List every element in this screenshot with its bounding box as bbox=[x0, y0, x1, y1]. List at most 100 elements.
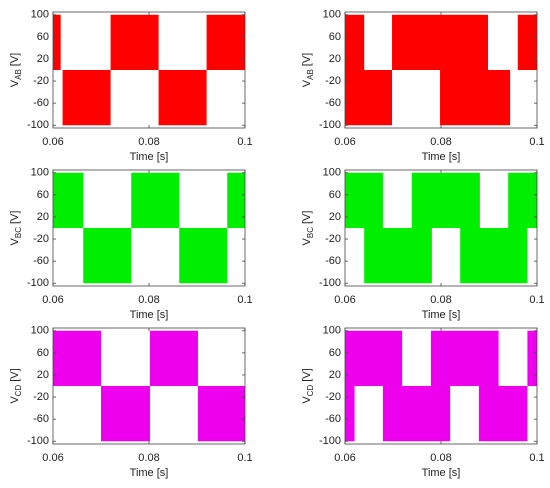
x-tick-label: 0.06 bbox=[42, 452, 63, 464]
x-tick-label: 0.08 bbox=[138, 136, 159, 148]
y-label-unit: [V] bbox=[9, 53, 21, 66]
y-label-subscript: AB bbox=[306, 69, 315, 80]
y-label-symbol: V bbox=[301, 396, 313, 404]
pulse bbox=[460, 228, 528, 284]
y-tick-label: 60 bbox=[37, 347, 49, 359]
x-tick-label: 0.08 bbox=[430, 294, 451, 306]
x-tick-label: 0.06 bbox=[334, 452, 355, 464]
y-label-unit: [V] bbox=[301, 211, 313, 224]
subplot: -100 -60 -20 20 60 100 0.06 0.08 0.1 Time [s] VBC [… bbox=[9, 167, 253, 321]
x-tick-label: 0.06 bbox=[42, 294, 63, 306]
y-label-symbol: V bbox=[301, 237, 313, 245]
y-tick-label: -20 bbox=[33, 75, 49, 87]
x-axis-label: Time [s] bbox=[130, 309, 169, 321]
pulse bbox=[364, 228, 432, 284]
y-label-subscript: BC bbox=[306, 227, 315, 238]
pulse bbox=[62, 70, 111, 126]
pulse bbox=[382, 386, 451, 442]
x-tick-label: 0.08 bbox=[430, 452, 451, 464]
y-tick-label: 100 bbox=[323, 9, 341, 21]
y-tick-label: -60 bbox=[33, 255, 49, 267]
y-tick-label: -100 bbox=[27, 277, 49, 289]
x-axis-label: Time [s] bbox=[130, 467, 169, 479]
y-label-subscript: BC bbox=[14, 227, 23, 238]
x-tick-label: 0.1 bbox=[237, 452, 252, 464]
pulse bbox=[206, 14, 245, 70]
pulse bbox=[392, 14, 489, 70]
x-tick-label: 0.1 bbox=[237, 294, 252, 306]
y-tick-label: 100 bbox=[31, 9, 49, 21]
y-tick-label: 20 bbox=[329, 53, 341, 65]
y-tick-label: 20 bbox=[37, 53, 49, 65]
pulse bbox=[179, 228, 228, 284]
y-tick-label: 60 bbox=[329, 347, 341, 359]
x-tick-label: 0.1 bbox=[529, 136, 544, 148]
y-tick-label: -60 bbox=[325, 413, 341, 425]
y-tick-label: -20 bbox=[325, 391, 341, 403]
y-tick-label: 60 bbox=[37, 189, 49, 201]
y-label-subscript: CD bbox=[14, 385, 23, 397]
x-tick-label: 0.08 bbox=[138, 452, 159, 464]
pulse bbox=[517, 14, 537, 70]
y-label-unit: [V] bbox=[301, 53, 313, 66]
y-label-symbol: V bbox=[301, 79, 313, 87]
y-label-subscript: AB bbox=[14, 69, 23, 80]
subplot: -100 -60 -20 20 60 100 0.06 0.08 0.1 Time [s] VBC [… bbox=[301, 167, 545, 321]
pulse bbox=[345, 386, 355, 442]
y-tick-label: -100 bbox=[27, 435, 49, 447]
pulse bbox=[478, 386, 528, 442]
y-tick-label: -20 bbox=[325, 75, 341, 87]
subplot: -100 -60 -20 20 60 100 0.06 0.08 0.1 Time [s] VCD [… bbox=[301, 325, 545, 479]
x-axis-label: Time [s] bbox=[422, 467, 461, 479]
y-label-unit: [V] bbox=[9, 368, 21, 381]
y-axis-label: VCD [V] bbox=[301, 368, 315, 403]
x-tick-label: 0.06 bbox=[334, 136, 355, 148]
pulse bbox=[227, 172, 245, 228]
y-tick-label: 20 bbox=[37, 369, 49, 381]
y-label-symbol: V bbox=[9, 396, 21, 404]
y-tick-label: 20 bbox=[329, 211, 341, 223]
y-tick-label: 100 bbox=[31, 325, 49, 337]
y-axis-label: VAB [V] bbox=[9, 53, 23, 87]
y-tick-label: 100 bbox=[323, 167, 341, 179]
y-tick-label: -60 bbox=[325, 255, 341, 267]
y-axis-label: VBC [V] bbox=[301, 211, 315, 246]
y-tick-label: -60 bbox=[325, 97, 341, 109]
x-tick-label: 0.1 bbox=[529, 294, 544, 306]
y-tick-label: -20 bbox=[33, 233, 49, 245]
x-tick-label: 0.08 bbox=[138, 294, 159, 306]
pulse bbox=[53, 172, 84, 228]
y-label-subscript: CD bbox=[306, 385, 315, 397]
x-tick-label: 0.06 bbox=[334, 294, 355, 306]
pulse bbox=[430, 330, 499, 386]
y-tick-label: -20 bbox=[33, 391, 49, 403]
y-label-unit: [V] bbox=[9, 211, 21, 224]
y-tick-label: 20 bbox=[37, 211, 49, 223]
pulse bbox=[345, 70, 393, 126]
y-tick-label: -100 bbox=[27, 119, 49, 131]
pulse bbox=[83, 228, 132, 284]
pulse bbox=[110, 14, 159, 70]
pulse bbox=[345, 330, 403, 386]
subplot: -100 -60 -20 20 60 100 0.06 0.08 0.1 Time [s] VAB [… bbox=[9, 9, 253, 163]
y-tick-label: -20 bbox=[325, 233, 341, 245]
y-tick-label: 20 bbox=[329, 369, 341, 381]
pulse bbox=[345, 14, 365, 70]
pulse bbox=[527, 330, 537, 386]
y-tick-label: 100 bbox=[31, 167, 49, 179]
y-tick-label: -100 bbox=[319, 277, 341, 289]
pulse bbox=[149, 330, 198, 386]
x-axis-label: Time [s] bbox=[422, 309, 461, 321]
x-tick-label: 0.1 bbox=[237, 136, 252, 148]
pulse bbox=[411, 172, 480, 228]
x-tick-label: 0.06 bbox=[42, 136, 63, 148]
pulse bbox=[508, 172, 537, 228]
y-tick-label: -100 bbox=[319, 119, 341, 131]
y-axis-label: VAB [V] bbox=[301, 53, 315, 87]
x-tick-label: 0.1 bbox=[529, 452, 544, 464]
y-tick-label: -60 bbox=[33, 413, 49, 425]
y-label-symbol: V bbox=[9, 237, 21, 245]
y-axis-label: VBC [V] bbox=[9, 211, 23, 246]
subplot: -100 -60 -20 20 60 100 0.06 0.08 0.1 Time [s] VAB [… bbox=[301, 9, 545, 163]
